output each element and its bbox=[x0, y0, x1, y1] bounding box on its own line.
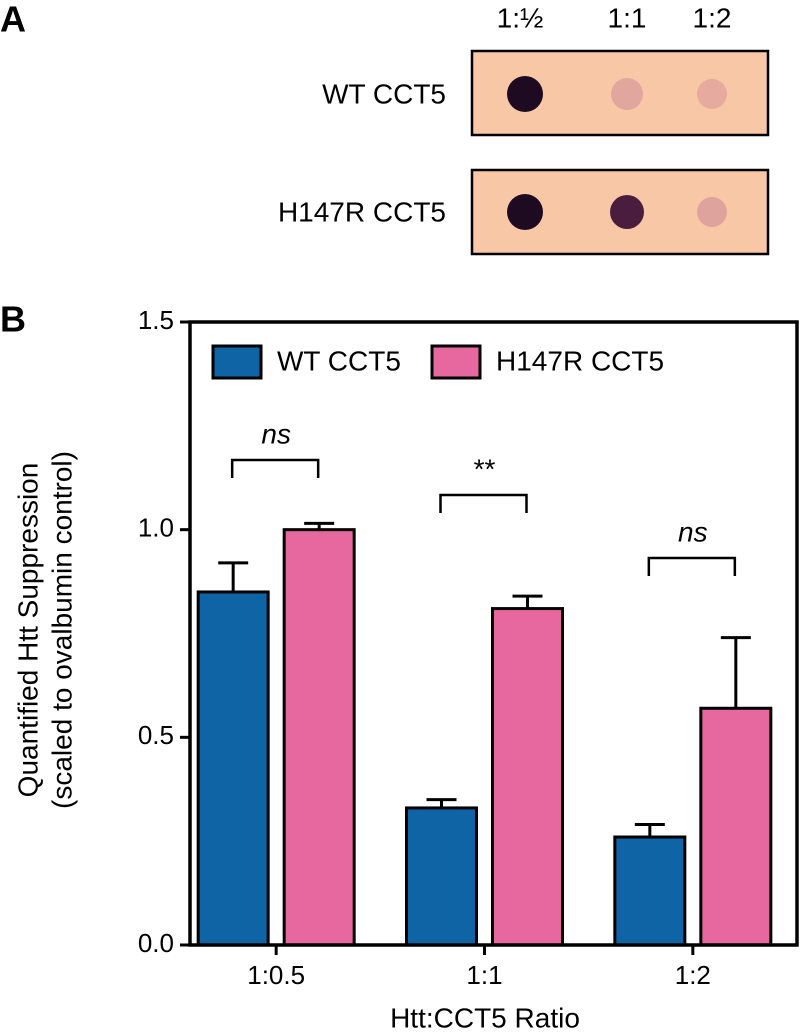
significance-bracket bbox=[647, 556, 737, 576]
x-axis-title: Htt:CCT5 Ratio bbox=[390, 1002, 580, 1033]
legend-label: WT CCT5 bbox=[277, 345, 401, 376]
row-label: WT CCT5 bbox=[322, 78, 446, 109]
significance-label: ns bbox=[678, 516, 708, 547]
column-label: 1:½ bbox=[497, 2, 544, 33]
bar bbox=[613, 835, 687, 947]
legend-swatch bbox=[430, 344, 482, 380]
y-tick-label: 1.5 bbox=[138, 305, 174, 335]
panel-label: A bbox=[0, 0, 26, 40]
x-tick-label: 1:1 bbox=[466, 960, 502, 990]
bar bbox=[491, 607, 564, 947]
blot-dot bbox=[507, 194, 543, 230]
blot-dot bbox=[611, 78, 643, 110]
bar bbox=[196, 590, 270, 947]
row-label: H147R CCT5 bbox=[278, 196, 446, 227]
significance-bracket bbox=[439, 493, 528, 513]
x-tick-label: 1:2 bbox=[675, 960, 711, 990]
x-tick-label: 1:0.5 bbox=[247, 960, 305, 990]
panel-label: B bbox=[0, 299, 26, 340]
bar bbox=[699, 706, 773, 947]
y-tick-label: 0.5 bbox=[138, 720, 174, 750]
significance-label: ** bbox=[474, 453, 496, 484]
significance-label: ns bbox=[261, 418, 291, 449]
column-label: 1:2 bbox=[693, 2, 732, 33]
bar bbox=[405, 806, 478, 947]
y-axis-title: (scaled to ovalbumin control) bbox=[46, 451, 77, 809]
blot-dot bbox=[697, 79, 727, 109]
blot-dot bbox=[507, 76, 543, 112]
significance-bracket bbox=[230, 458, 320, 478]
y-tick-label: 1.0 bbox=[138, 513, 174, 543]
blot-dot bbox=[610, 195, 644, 229]
legend-swatch bbox=[211, 344, 263, 380]
y-tick-label: 0.0 bbox=[138, 928, 174, 958]
bar bbox=[282, 528, 356, 947]
y-axis-title: Quantified Htt Suppression bbox=[12, 463, 43, 798]
blot-dot bbox=[697, 197, 727, 227]
column-label: 1:1 bbox=[608, 2, 647, 33]
legend-label: H147R CCT5 bbox=[496, 345, 664, 376]
plot-frame bbox=[188, 320, 799, 947]
